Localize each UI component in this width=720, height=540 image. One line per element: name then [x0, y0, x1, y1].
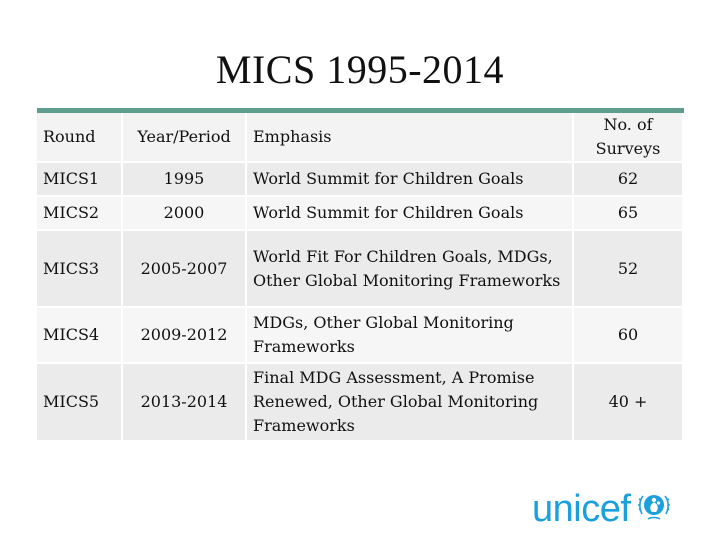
cell-year-period: 2005-2007	[122, 230, 247, 308]
cell-emphasis: Final MDG Assessment, A Promise Renewed,…	[246, 363, 574, 442]
mics-table: Round Year/Period Emphasis No. of Survey…	[37, 113, 684, 442]
cell-round: MICS4	[37, 307, 123, 364]
cell-year-period: 2000	[122, 196, 247, 231]
mics-table-container: Round Year/Period Emphasis No. of Survey…	[37, 108, 684, 442]
cell-no-of-surveys: 62	[573, 162, 684, 197]
header-round: Round	[37, 113, 123, 163]
cell-emphasis: World Summit for Children Goals	[246, 196, 574, 231]
unicef-emblem-icon	[636, 488, 672, 529]
table-row: MICS1 1995 World Summit for Children Goa…	[37, 162, 684, 197]
header-year-period: Year/Period	[122, 113, 247, 163]
unicef-logo-text: unicef	[532, 487, 631, 530]
header-emphasis: Emphasis	[246, 113, 574, 163]
cell-round: MICS5	[37, 363, 123, 442]
cell-emphasis: MDGs, Other Global Monitoring Frameworks	[246, 307, 574, 364]
cell-year-period: 1995	[122, 162, 247, 197]
cell-year-period: 2013-2014	[122, 363, 247, 442]
table-header-row: Round Year/Period Emphasis No. of Survey…	[37, 113, 684, 163]
table-row: MICS3 2005-2007 World Fit For Children G…	[37, 230, 684, 308]
header-no-of-surveys: No. of Surveys	[573, 113, 684, 163]
table-row: MICS2 2000 World Summit for Children Goa…	[37, 196, 684, 231]
cell-round: MICS2	[37, 196, 123, 231]
cell-no-of-surveys: 40 +	[573, 363, 684, 442]
page-title: MICS 1995-2014	[215, 47, 505, 92]
cell-year-period: 2009-2012	[122, 307, 247, 364]
cell-no-of-surveys: 65	[573, 196, 684, 231]
unicef-logo: unicef	[532, 488, 672, 529]
cell-no-of-surveys: 60	[573, 307, 684, 364]
table-row: MICS4 2009-2012 MDGs, Other Global Monit…	[37, 307, 684, 364]
cell-round: MICS1	[37, 162, 123, 197]
cell-emphasis: World Fit For Children Goals, MDGs, Othe…	[246, 230, 574, 308]
cell-emphasis: World Summit for Children Goals	[246, 162, 574, 197]
table-row: MICS5 2013-2014 Final MDG Assessment, A …	[37, 363, 684, 442]
table-accent-bar	[37, 108, 684, 113]
cell-round: MICS3	[37, 230, 123, 308]
cell-no-of-surveys: 52	[573, 230, 684, 308]
